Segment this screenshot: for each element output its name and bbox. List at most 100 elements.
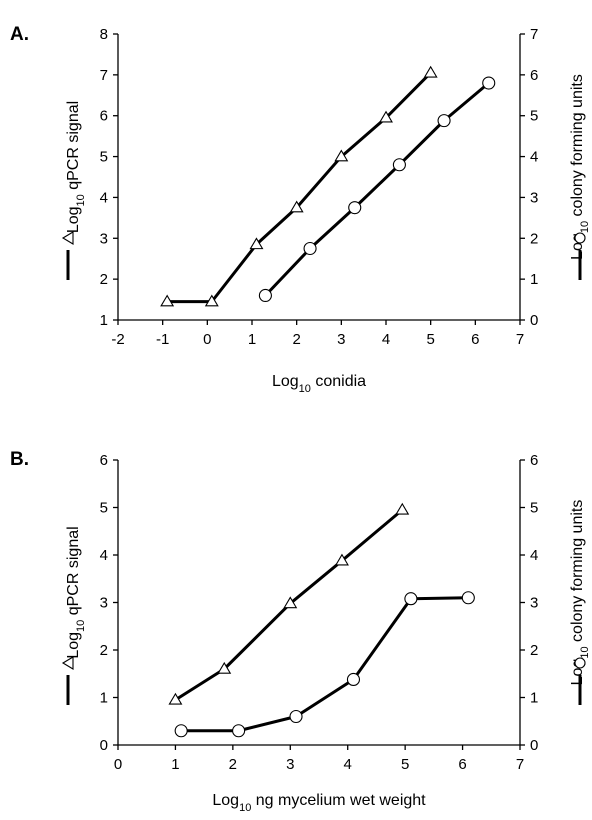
x-axis-title-sub: 10	[239, 802, 251, 814]
x-tick-label: 0	[114, 756, 122, 773]
data-point-circle	[174, 724, 188, 738]
data-point-triangle	[204, 294, 219, 307]
y-left-tick-label: 1	[100, 312, 108, 329]
legend-marker-circle	[574, 657, 586, 669]
y-right-axis-title-sub: 10	[579, 646, 591, 658]
x-tick-label: 4	[344, 756, 352, 773]
data-point-triangle	[334, 149, 349, 162]
y-right-axis-title-sub: 10	[579, 221, 591, 233]
x-axis-title: Log10 conidia	[272, 373, 366, 395]
x-tick-label: 5	[401, 756, 409, 773]
y-right-tick-label: 7	[530, 26, 538, 43]
data-point-circle	[437, 114, 451, 128]
data-point-triangle	[289, 200, 304, 213]
x-tick-label: 3	[337, 331, 345, 348]
panel-letter: B.	[10, 449, 29, 470]
data-point-triangle	[217, 661, 232, 674]
y-left-tick-label: 8	[100, 26, 108, 43]
panel-letter: A.	[10, 24, 29, 45]
x-tick-label: 7	[516, 756, 524, 773]
y-left-tick-label: 1	[100, 690, 108, 707]
y-left-tick-label: 6	[100, 108, 108, 125]
y-left-tick-label: 7	[100, 67, 108, 84]
data-point-circle	[346, 672, 361, 687]
y-right-tick-label: 6	[530, 452, 538, 469]
data-point-triangle	[379, 110, 393, 123]
data-point-circle	[482, 76, 496, 90]
data-point-circle	[404, 592, 418, 606]
series-line-triangle	[167, 71, 432, 304]
y-right-tick-label: 3	[530, 189, 538, 206]
y-left-tick-label: 3	[100, 595, 108, 612]
y-right-axis-title-rest: colony forming units	[569, 74, 586, 221]
x-axis-title-rest: conidia	[311, 373, 366, 390]
y-left-axis-title: Log10 qPCR signal	[65, 101, 87, 233]
data-point-circle	[303, 241, 317, 256]
x-tick-label: 0	[203, 331, 211, 348]
data-point-circle	[348, 201, 362, 215]
data-point-triangle	[335, 553, 349, 566]
x-tick-label: 1	[171, 756, 179, 773]
y-right-tick-label: 5	[530, 108, 538, 125]
data-point-circle	[289, 709, 303, 724]
y-right-tick-label: 0	[530, 737, 538, 754]
y-right-tick-label: 0	[530, 312, 538, 329]
legend-marker-circle	[574, 232, 586, 244]
legend-marker-triangle	[61, 231, 74, 245]
x-tick-label: 2	[229, 756, 237, 773]
y-left-axis-title-rest: qPCR signal	[65, 526, 82, 619]
y-left-axis-title-base: Log	[65, 206, 82, 233]
data-point-triangle	[249, 237, 264, 250]
legend-marker-triangle	[61, 656, 74, 670]
data-point-circle	[232, 724, 246, 738]
series-line-circle	[181, 596, 469, 733]
y-left-tick-label: 5	[100, 500, 108, 517]
x-tick-label: 3	[286, 756, 294, 773]
y-right-tick-label: 2	[530, 642, 538, 659]
y-left-tick-label: 2	[100, 271, 108, 288]
y-right-tick-label: 4	[530, 547, 538, 564]
y-right-axis-title-rest: colony forming units	[569, 500, 586, 647]
y-right-tick-label: 5	[530, 500, 538, 517]
x-tick-label: 6	[458, 756, 466, 773]
y-left-axis-title-rest: qPCR signal	[65, 101, 82, 194]
y-left-tick-label: 0	[100, 737, 108, 754]
data-point-circle	[258, 288, 272, 303]
x-tick-label: 5	[426, 331, 434, 348]
x-tick-label: 6	[471, 331, 479, 348]
x-tick-label: 4	[382, 331, 390, 348]
data-point-triangle	[395, 502, 410, 515]
y-left-tick-label: 6	[100, 452, 108, 469]
y-left-tick-label: 4	[100, 547, 108, 564]
x-tick-label: -2	[111, 331, 124, 348]
x-tick-label: 1	[248, 331, 256, 348]
data-point-circle	[461, 591, 475, 605]
y-left-tick-label: 2	[100, 642, 108, 659]
x-axis-title: Log10 ng mycelium wet weight	[212, 792, 426, 814]
x-axis-title-base: Log	[272, 373, 299, 390]
series-line-circle	[264, 81, 490, 297]
x-axis-title-sub: 10	[299, 383, 311, 395]
data-point-triangle	[160, 294, 175, 307]
y-right-tick-label: 1	[530, 271, 538, 288]
y-left-tick-label: 5	[100, 149, 108, 166]
data-point-triangle	[283, 596, 298, 609]
y-right-tick-label: 1	[530, 690, 538, 707]
y-left-axis-title-sub: 10	[75, 194, 87, 206]
y-right-tick-label: 2	[530, 230, 538, 247]
y-left-axis-title-sub: 10	[75, 620, 87, 632]
y-left-axis-title: Log10 qPCR signal	[65, 526, 87, 658]
x-axis-title-base: Log	[212, 792, 239, 809]
data-point-circle	[392, 158, 406, 172]
x-tick-label: -1	[156, 331, 169, 348]
y-left-tick-label: 3	[100, 230, 108, 247]
y-right-tick-label: 6	[530, 67, 538, 84]
y-right-axis-title: Log10 colony forming units	[569, 74, 591, 260]
y-left-axis-title-base: Log	[65, 632, 82, 659]
x-tick-label: 7	[516, 331, 524, 348]
data-point-triangle	[168, 692, 183, 705]
x-tick-label: 2	[292, 331, 300, 348]
x-axis-title-rest: ng mycelium wet weight	[251, 792, 426, 809]
